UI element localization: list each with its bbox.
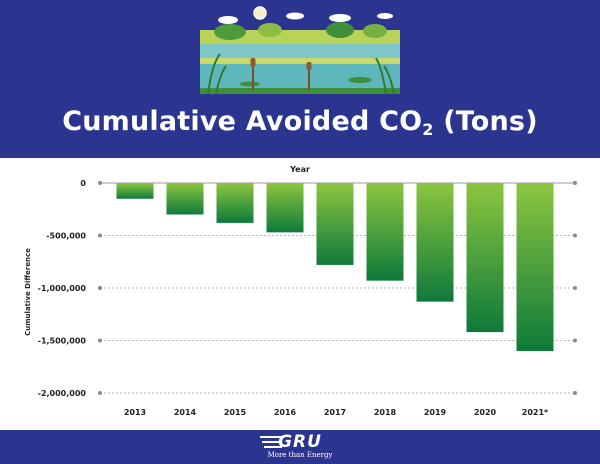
gridline-end-dot xyxy=(98,233,102,238)
y-axis-label: Cumulative Difference xyxy=(24,248,32,336)
logo-wordmark: GRU xyxy=(278,432,322,452)
title-subscript: 2 xyxy=(422,120,434,139)
gridline-end-dot xyxy=(98,286,102,290)
x-tick-label: 2019 xyxy=(424,408,447,417)
bar-2019 xyxy=(416,183,454,302)
bar-2015 xyxy=(216,183,254,223)
wetland-illustration xyxy=(200,6,400,95)
bar-2013 xyxy=(116,183,154,199)
x-tick-label: 2014 xyxy=(174,408,197,417)
gridline-end-dot xyxy=(98,181,102,185)
y-tick-label: -500,000 xyxy=(46,232,86,241)
y-tick-label: -2,000,000 xyxy=(38,389,87,398)
x-tick-label: 2016 xyxy=(274,408,297,417)
gridline-end-dot xyxy=(573,338,577,343)
x-tick-label: 2021* xyxy=(522,408,549,417)
gru-logo: GRU More than Energy xyxy=(258,433,342,461)
y-tick-label: -1,500,000 xyxy=(38,337,87,346)
gridline-end-dot xyxy=(573,233,577,238)
bar-2020 xyxy=(466,183,504,333)
bar-2017 xyxy=(316,183,354,265)
chart-title: Cumulative Avoided CO2 (Tons) xyxy=(0,106,600,139)
y-tick-label: 0 xyxy=(80,179,86,188)
x-tick-label: 2017 xyxy=(324,408,346,417)
title-main: Cumulative Avoided CO xyxy=(62,106,423,137)
gridline-end-dot xyxy=(98,391,102,395)
x-axis-label: Year xyxy=(289,165,310,174)
x-tick-label: 2015 xyxy=(224,408,247,417)
logo-stripes-icon xyxy=(260,436,282,448)
x-tick-label: 2013 xyxy=(124,408,146,417)
bar-2021 xyxy=(516,183,554,351)
gridline-end-dot xyxy=(573,286,577,290)
x-tick-label: 2020 xyxy=(474,408,497,417)
gridline-end-dot xyxy=(573,391,577,395)
gridline-end-dot xyxy=(573,181,577,185)
logo-tagline: More than Energy xyxy=(267,451,333,459)
x-tick-label: 2018 xyxy=(374,408,397,417)
bar-chart: 0-500,000-1,000,000-1,500,000-2,000,000 … xyxy=(24,165,577,417)
footer-bar: GRU More than Energy xyxy=(0,430,600,464)
title-tail: (Tons) xyxy=(433,106,538,137)
bar-2016 xyxy=(266,183,304,233)
gridline-end-dot xyxy=(98,338,102,343)
bar-2018 xyxy=(366,183,404,281)
bar-2014 xyxy=(166,183,204,215)
y-tick-label: -1,000,000 xyxy=(38,284,87,293)
header-banner: Cumulative Avoided CO2 (Tons) xyxy=(0,0,600,158)
